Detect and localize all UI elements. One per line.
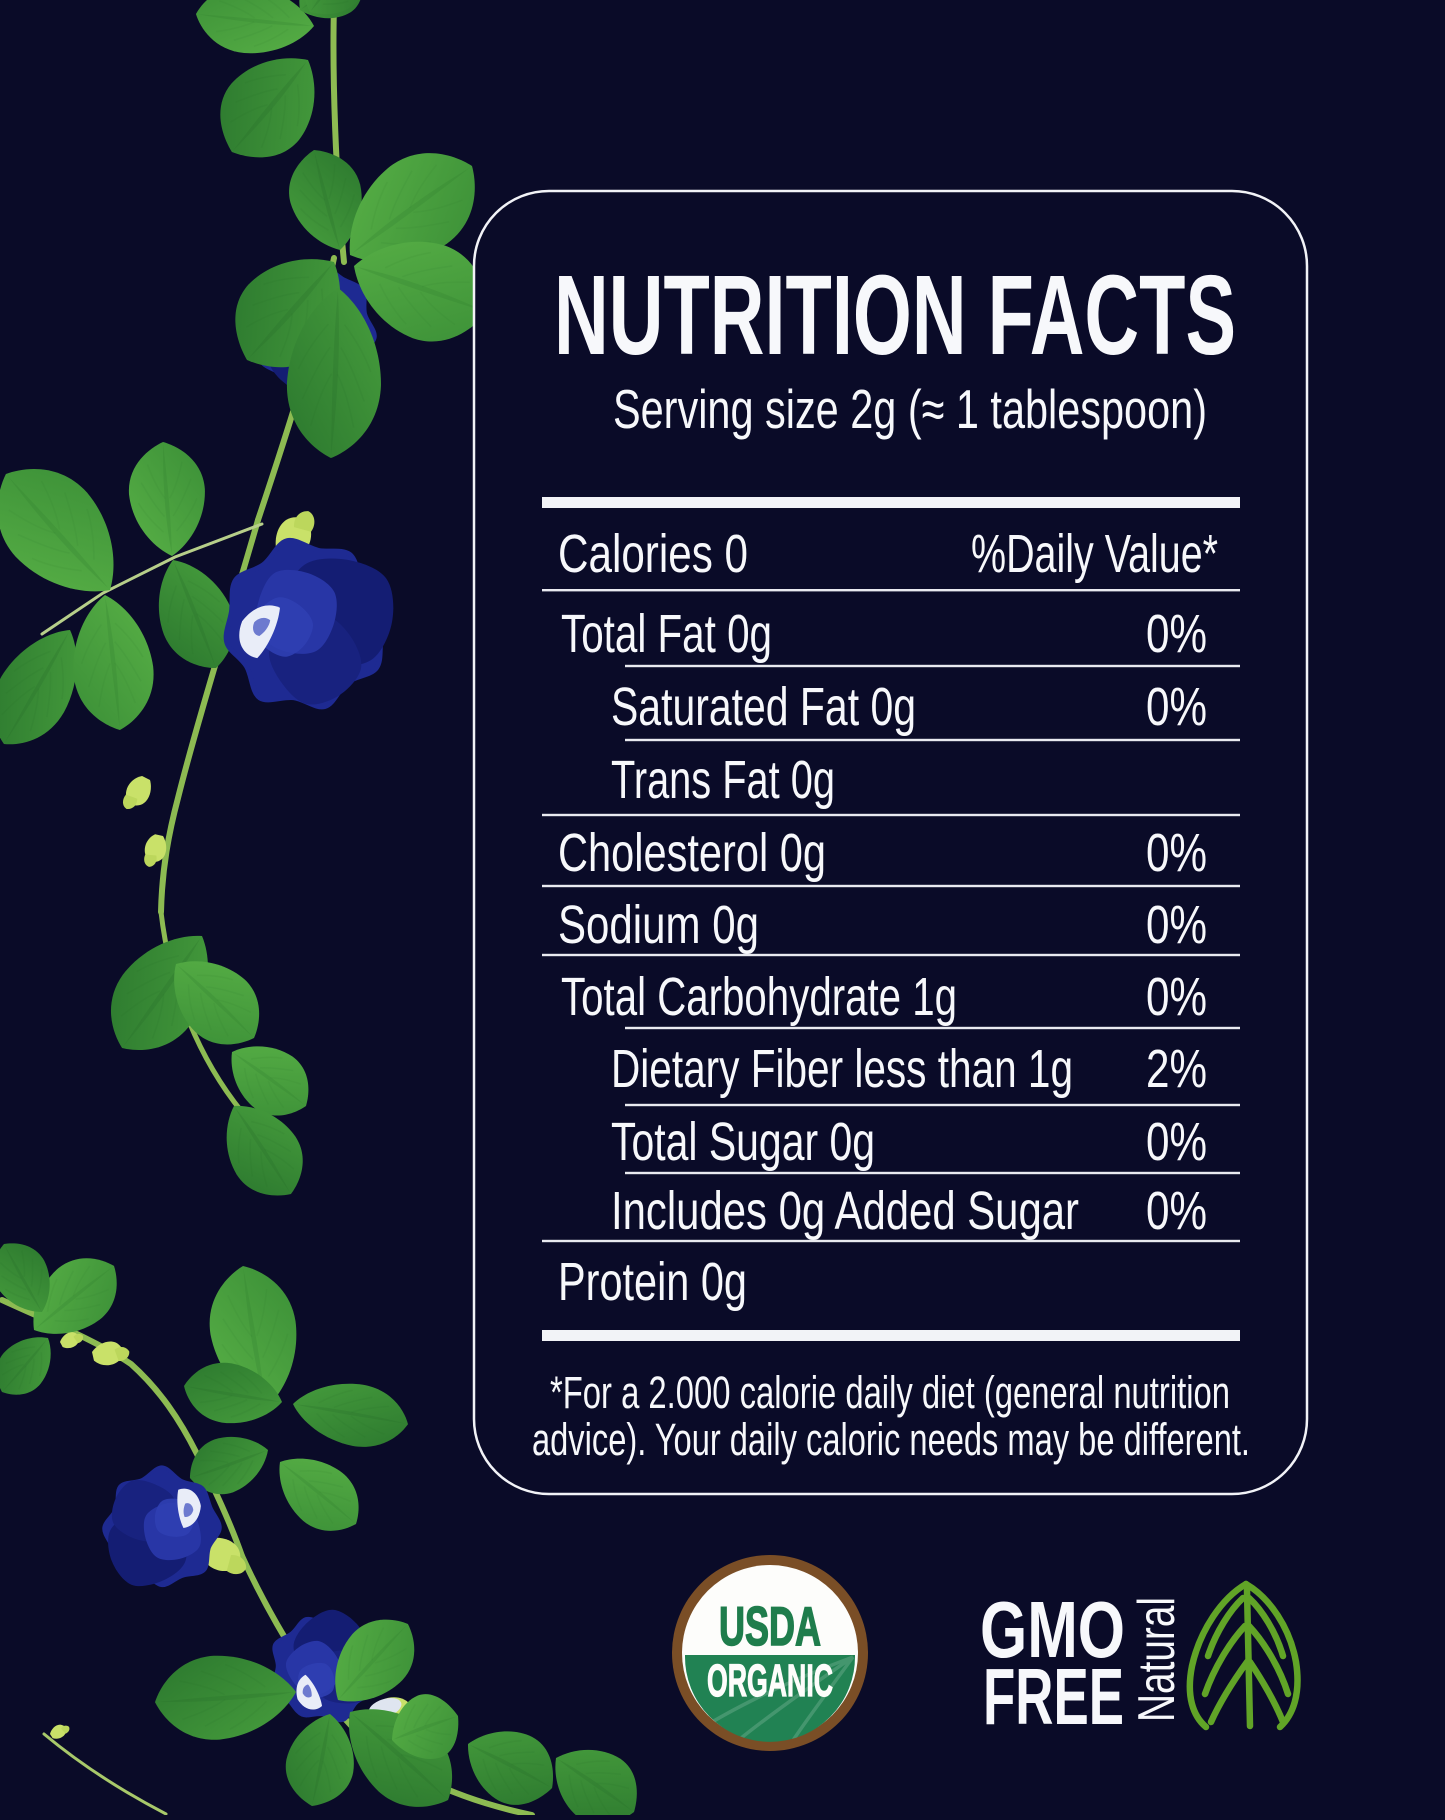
svg-text:FREE: FREE xyxy=(983,1652,1124,1741)
svg-text:Saturated Fat 0g: Saturated Fat 0g xyxy=(611,677,916,737)
svg-text:Total Fat 0g: Total Fat 0g xyxy=(561,604,772,664)
svg-text:2%: 2% xyxy=(1146,1039,1207,1099)
svg-text:Includes 0g Added Sugar: Includes 0g Added Sugar xyxy=(611,1181,1079,1241)
svg-text:Calories 0: Calories 0 xyxy=(558,524,748,584)
svg-text:Natural: Natural xyxy=(1128,1597,1186,1722)
svg-text:0%: 0% xyxy=(1146,604,1207,664)
svg-text:Cholesterol 0g: Cholesterol 0g xyxy=(558,823,826,883)
svg-text:0%: 0% xyxy=(1146,823,1207,883)
svg-text:*For a 2.000 calorie daily die: *For a 2.000 calorie daily diet (general… xyxy=(550,1367,1230,1418)
svg-text:0%: 0% xyxy=(1146,1112,1207,1172)
svg-text:0%: 0% xyxy=(1146,677,1207,737)
svg-text:0%: 0% xyxy=(1146,1181,1207,1241)
svg-text:advice). Your daily caloric ne: advice). Your daily caloric needs may be… xyxy=(532,1414,1250,1465)
svg-text:Dietary Fiber less than 1g: Dietary Fiber less than 1g xyxy=(611,1039,1073,1099)
svg-text:ORGANIC: ORGANIC xyxy=(707,1655,833,1706)
svg-text:USDA: USDA xyxy=(719,1595,821,1657)
svg-text:GMO: GMO xyxy=(980,1585,1125,1674)
svg-text:Total Carbohydrate 1g: Total Carbohydrate 1g xyxy=(561,967,957,1027)
svg-text:Total Sugar 0g: Total Sugar 0g xyxy=(611,1112,875,1172)
svg-text:Serving size 2g (≈ 1 tablespoo: Serving size 2g (≈ 1 tablespoon) xyxy=(613,378,1207,440)
svg-text:%Daily Value*: %Daily Value* xyxy=(971,524,1218,584)
svg-text:0%: 0% xyxy=(1146,895,1207,955)
svg-text:NUTRITION FACTS: NUTRITION FACTS xyxy=(554,252,1236,378)
svg-text:Trans Fat 0g: Trans Fat 0g xyxy=(611,750,835,810)
svg-text:0%: 0% xyxy=(1146,967,1207,1027)
svg-text:Protein 0g: Protein 0g xyxy=(558,1252,747,1312)
svg-text:Sodium 0g: Sodium 0g xyxy=(558,895,759,955)
